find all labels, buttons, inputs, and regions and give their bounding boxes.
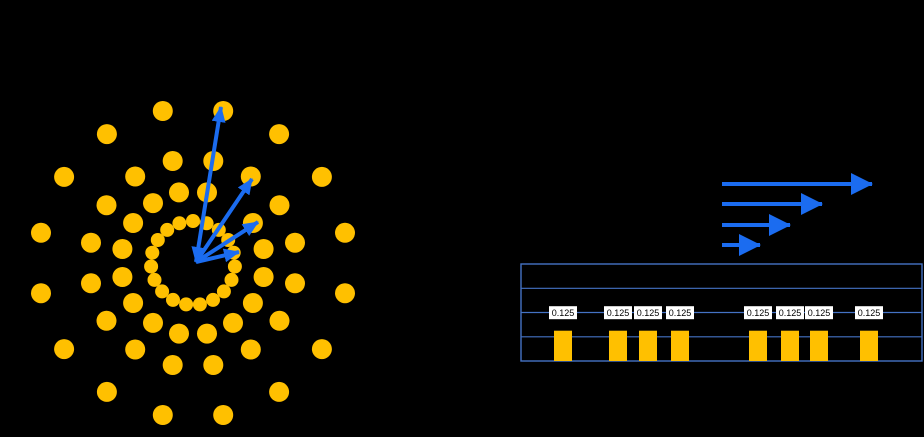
photon-dot — [112, 239, 133, 259]
plot-area-border — [520, 263, 923, 362]
emission-arrow — [194, 177, 254, 264]
emission-arrow — [195, 248, 240, 264]
photon-dot — [311, 166, 332, 187]
photon-dot — [311, 339, 332, 360]
photon-dot — [54, 166, 75, 187]
photon-dot — [186, 214, 200, 228]
photon-dot — [152, 405, 173, 425]
bar-value-label-bg — [744, 306, 772, 320]
photon-dot — [227, 259, 242, 274]
photon-dot — [253, 267, 274, 287]
photon-dot — [240, 339, 261, 360]
photon-dot — [152, 101, 173, 121]
bar-value-label: 0.125 — [552, 308, 575, 318]
probability-bar-chart: 0.125 0.125 0.125 0.125 0.125 0.125 0.125 0.125 — [520, 263, 923, 362]
photon-dot — [54, 339, 75, 360]
photon-dot — [335, 283, 355, 304]
photon-dot — [144, 259, 159, 274]
photon-dot — [96, 310, 117, 331]
bar-value-label: 0.125 — [779, 308, 802, 318]
photon-dot — [335, 222, 355, 243]
photon-dot — [96, 124, 117, 145]
photon-dot — [172, 216, 187, 231]
photon-dot — [96, 195, 117, 216]
probability-bar — [554, 330, 572, 361]
photon-dot — [123, 213, 144, 233]
photon-dot — [269, 124, 290, 145]
probability-bar — [639, 330, 657, 361]
photon-dot — [197, 323, 217, 344]
photon-dot — [169, 323, 189, 344]
probability-bar — [781, 330, 799, 361]
photon-dot — [169, 182, 189, 203]
bar-value-label: 0.125 — [607, 308, 630, 318]
photon-dot — [269, 195, 290, 216]
photon-dot — [253, 239, 274, 259]
probability-bar — [749, 330, 767, 361]
photon-dot — [203, 355, 224, 375]
photon-dot — [160, 222, 175, 237]
photon-dot — [162, 151, 183, 171]
bar-value-label: 0.125 — [637, 308, 660, 318]
emission-direction-arrows — [191, 106, 260, 264]
photon-dot — [192, 297, 207, 312]
photon-dot — [269, 310, 290, 331]
photon-dot — [81, 232, 101, 253]
beam-direction-arrows — [722, 173, 873, 256]
bar-value-label-bg — [634, 306, 662, 320]
bar-value-label-bg — [604, 306, 632, 320]
photon-dot — [143, 312, 163, 333]
bar-value-label: 0.125 — [858, 308, 881, 318]
photon-dot — [242, 293, 263, 313]
bar-value-label: 0.125 — [808, 308, 831, 318]
photon-dot — [213, 405, 234, 425]
photon-dot — [31, 222, 51, 243]
photon-dot — [31, 283, 51, 304]
bar-value-label: 0.125 — [669, 308, 692, 318]
photon-dot — [96, 381, 117, 402]
bar-value-label-bg — [776, 306, 804, 320]
probability-bar — [810, 330, 828, 361]
bar-value-label-bg — [549, 306, 577, 320]
photon-dot — [155, 284, 170, 299]
photon-dot — [143, 193, 163, 214]
photon-dot — [81, 273, 101, 294]
bar-value-label-bg — [666, 306, 694, 320]
bar-value-label: 0.125 — [747, 308, 770, 318]
photon-dot — [150, 233, 165, 247]
photon-dot — [216, 284, 231, 299]
photon-dot — [112, 267, 133, 287]
emission-arrow — [194, 220, 260, 264]
photon-dot — [147, 272, 162, 287]
photon-dot — [213, 101, 234, 121]
photon-dot — [285, 232, 305, 253]
emission-dot-pattern — [31, 101, 355, 425]
photon-dot — [125, 339, 146, 360]
photon-dot — [223, 312, 243, 333]
photon-dot — [123, 293, 144, 313]
photon-dot — [125, 166, 146, 187]
bar-value-label-bg — [805, 306, 833, 320]
photon-dot — [224, 272, 239, 287]
bar-value-label-bg — [855, 306, 883, 320]
photon-dot — [269, 381, 290, 402]
photon-dot — [206, 292, 220, 307]
emission-arrow — [191, 106, 226, 263]
photon-dot — [179, 297, 194, 312]
probability-bar — [609, 330, 627, 361]
photon-dot — [166, 292, 180, 307]
photon-dot — [145, 245, 160, 260]
photon-dot — [162, 355, 183, 375]
probability-bar — [860, 330, 878, 361]
probability-bar — [671, 330, 689, 361]
photon-dot — [285, 273, 305, 294]
